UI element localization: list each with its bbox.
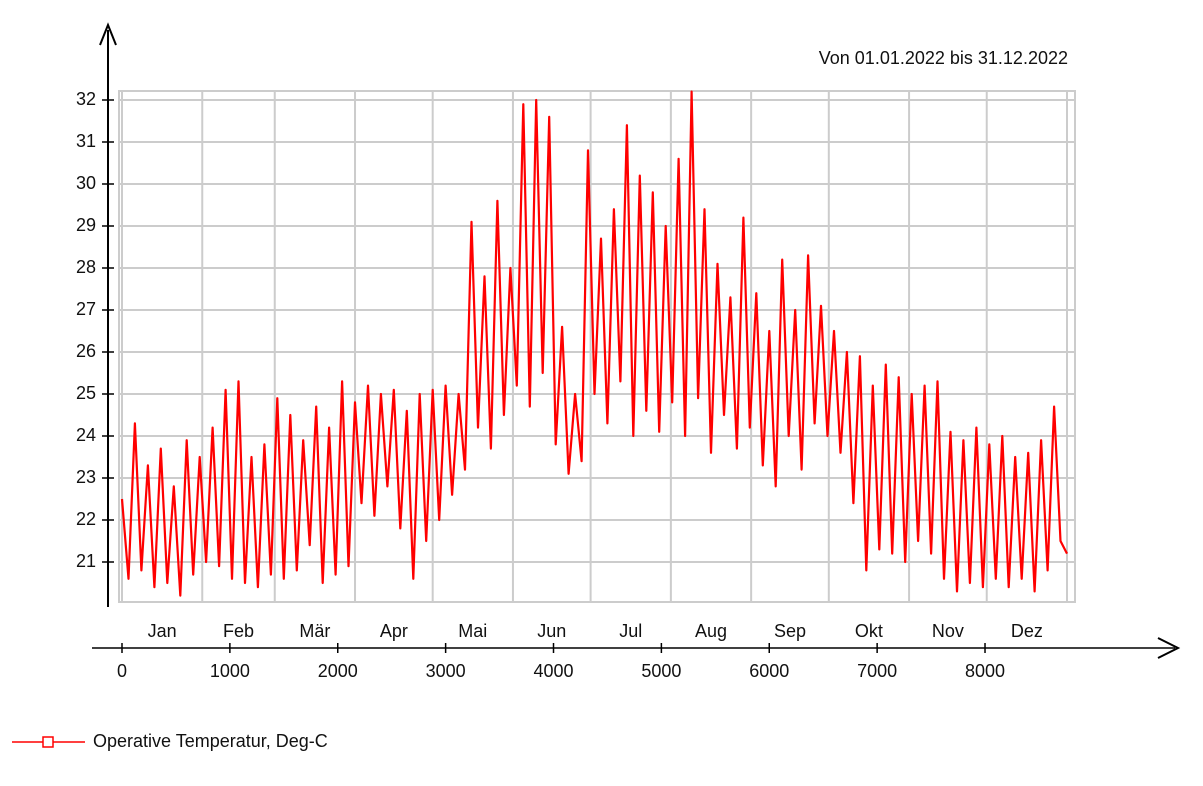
month-label: Mai	[458, 621, 487, 641]
x-tick-label: 5000	[641, 661, 681, 681]
x-tick-label: 8000	[965, 661, 1005, 681]
y-tick-label: 23	[76, 467, 96, 487]
x-axis-arrow	[1157, 637, 1181, 659]
y-tick-label: 28	[76, 257, 96, 277]
y-tick-label: 21	[76, 551, 96, 571]
month-label: Jul	[619, 621, 642, 641]
x-tick-label: 2000	[318, 661, 358, 681]
month-label: Jan	[148, 621, 177, 641]
y-tick-label: 29	[76, 215, 96, 235]
month-label: Mär	[299, 621, 330, 641]
y-tick-label: 25	[76, 383, 96, 403]
y-tick-label: 24	[76, 425, 96, 445]
y-tick-label: 30	[76, 173, 96, 193]
chart-subtitle: Von 01.01.2022 bis 31.12.2022	[819, 48, 1068, 68]
x-tick-label: 6000	[749, 661, 789, 681]
month-label: Feb	[223, 621, 254, 641]
month-label: Sep	[774, 621, 806, 641]
y-axis-arrow	[99, 22, 117, 46]
y-tick-label: 31	[76, 131, 96, 151]
month-label: Nov	[932, 621, 964, 641]
plot-frame	[118, 90, 1076, 603]
legend-marker	[42, 736, 54, 748]
month-label: Dez	[1011, 621, 1043, 641]
legend-label: Operative Temperatur, Deg-C	[93, 731, 328, 751]
x-tick-label: 3000	[426, 661, 466, 681]
month-label: Apr	[380, 621, 408, 641]
x-tick-label: 7000	[857, 661, 897, 681]
month-label: Okt	[855, 621, 883, 641]
series-line	[120, 90, 1068, 597]
y-tick-label: 22	[76, 509, 96, 529]
y-tick-label: 26	[76, 341, 96, 361]
month-label: Jun	[537, 621, 566, 641]
x-tick-label: 4000	[533, 661, 573, 681]
y-tick-label: 32	[76, 89, 96, 109]
month-label: Aug	[695, 621, 727, 641]
x-tick-label: 1000	[210, 661, 250, 681]
x-tick-label: 0	[117, 661, 127, 681]
y-tick-label: 27	[76, 299, 96, 319]
